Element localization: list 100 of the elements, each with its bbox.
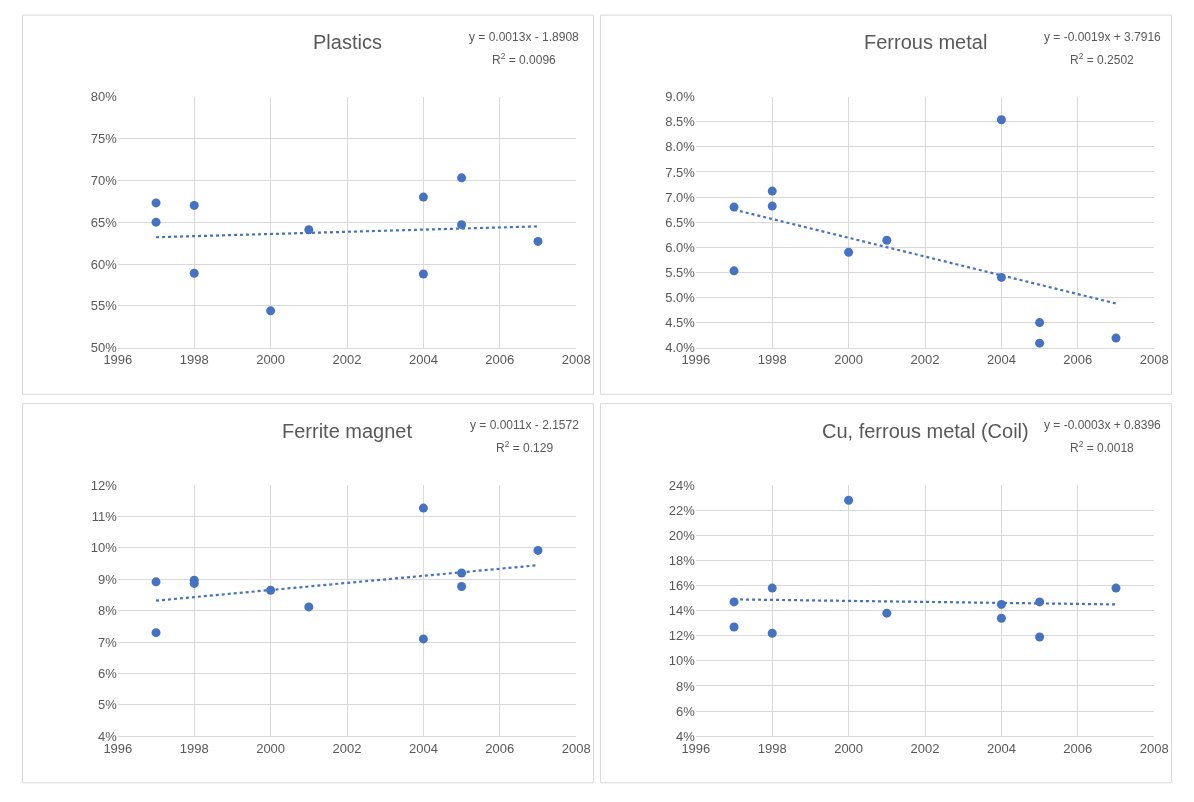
y-tick-label: 7.0% bbox=[665, 189, 696, 205]
x-tick-label: 2008 bbox=[1139, 352, 1169, 368]
point bbox=[767, 583, 777, 593]
point bbox=[151, 217, 161, 227]
x-tick-label: 2000 bbox=[256, 352, 286, 368]
x-tick-label: 2000 bbox=[256, 740, 286, 756]
point bbox=[418, 269, 428, 279]
point bbox=[457, 173, 467, 183]
y-tick-label: 12% bbox=[668, 628, 696, 644]
chart-title: Ferrite magnet bbox=[282, 420, 413, 442]
chart-title: Plastics bbox=[313, 31, 382, 53]
point bbox=[304, 602, 314, 612]
point bbox=[767, 186, 777, 196]
text: R$^{2}$ = 0.129 bbox=[496, 439, 554, 456]
x-tick-label: 2004 bbox=[408, 740, 438, 756]
x-tick-label: 2008 bbox=[1139, 740, 1169, 756]
x-tick-label: 1998 bbox=[757, 352, 787, 368]
y-tick-label: 60% bbox=[90, 256, 118, 272]
y-tick-label: 6.0% bbox=[665, 239, 696, 255]
point bbox=[882, 235, 892, 245]
point bbox=[533, 236, 543, 246]
x-tick-label: 1998 bbox=[179, 740, 209, 756]
x-tick-label: 2000 bbox=[834, 740, 864, 756]
y-tick-label: 6% bbox=[676, 703, 696, 719]
chart-title: Ferrous metal bbox=[864, 31, 988, 53]
text: y = 0.0013x - 1.8908 bbox=[469, 30, 580, 44]
point bbox=[418, 503, 428, 513]
x-tick-label: 2006 bbox=[1063, 740, 1093, 756]
point bbox=[304, 225, 314, 235]
x-tick-label: 2004 bbox=[408, 352, 438, 368]
point bbox=[767, 201, 777, 211]
point bbox=[457, 582, 467, 592]
text: R$^{2}$ = 0.0018 bbox=[1070, 439, 1135, 456]
x-tick-label: 2006 bbox=[485, 352, 515, 368]
y-tick-label: 65% bbox=[90, 214, 118, 230]
y-tick-label: 18% bbox=[668, 553, 696, 569]
x-tick-label: 1998 bbox=[757, 740, 787, 756]
x-tick-label: 2000 bbox=[834, 352, 864, 368]
y-tick-label: 8% bbox=[676, 678, 696, 694]
y-tick-label: 8.5% bbox=[665, 114, 696, 130]
y-tick-label: 24% bbox=[668, 477, 696, 493]
point bbox=[189, 200, 199, 210]
point bbox=[1111, 333, 1121, 343]
point bbox=[1035, 338, 1045, 348]
point bbox=[266, 585, 276, 595]
text: R$^{2}$ = 0.2502 bbox=[1070, 51, 1135, 68]
x-tick-label: 1998 bbox=[179, 352, 209, 368]
y-tick-label: 5% bbox=[98, 697, 118, 713]
point bbox=[729, 622, 739, 632]
y-tick-label: 10% bbox=[668, 653, 696, 669]
text: y = 0.0011x - 2.1572 bbox=[470, 418, 580, 432]
chart-title: Cu, ferrous metal (Coil) bbox=[822, 420, 1029, 442]
y-tick-label: 7.5% bbox=[665, 164, 696, 180]
y-tick-label: 6% bbox=[98, 665, 118, 681]
y-tick-label: 8% bbox=[98, 603, 118, 619]
text: y = -0.0003x + 0.8396 bbox=[1044, 418, 1162, 432]
y-tick-label: 12% bbox=[90, 477, 118, 493]
y-tick-label: 55% bbox=[90, 298, 118, 314]
point bbox=[767, 628, 777, 638]
x-tick-label: 2008 bbox=[561, 740, 591, 756]
point bbox=[533, 545, 543, 555]
y-tick-label: 9.0% bbox=[665, 89, 696, 105]
point bbox=[844, 495, 854, 505]
y-tick-label: 80% bbox=[90, 89, 118, 105]
point bbox=[1035, 632, 1045, 642]
x-tick-label: 2002 bbox=[332, 352, 362, 368]
x-tick-label: 2004 bbox=[986, 352, 1016, 368]
point bbox=[729, 266, 739, 276]
y-tick-label: 8.0% bbox=[665, 139, 696, 155]
x-tick-label: 2002 bbox=[332, 740, 362, 756]
x-tick-label: 2002 bbox=[910, 740, 940, 756]
x-tick-label: 2004 bbox=[986, 740, 1016, 756]
y-tick-label: 6.5% bbox=[665, 214, 696, 230]
y-tick-label: 11% bbox=[91, 509, 118, 525]
text: y = -0.0019x + 3.7916 bbox=[1044, 30, 1162, 44]
point bbox=[418, 634, 428, 644]
point bbox=[844, 247, 854, 257]
y-tick-label: 5.0% bbox=[665, 290, 696, 306]
y-tick-label: 7% bbox=[98, 634, 118, 650]
point bbox=[418, 192, 428, 202]
point bbox=[1111, 583, 1121, 593]
y-tick-label: 75% bbox=[90, 131, 118, 147]
x-tick-label: 2002 bbox=[910, 352, 940, 368]
y-tick-label: 70% bbox=[90, 172, 118, 188]
point bbox=[996, 613, 1006, 623]
point bbox=[189, 268, 199, 278]
point bbox=[151, 198, 161, 208]
text: R$^{2}$ = 0.0096 bbox=[492, 51, 557, 68]
point bbox=[996, 115, 1006, 125]
point bbox=[266, 306, 276, 316]
y-tick-label: 9% bbox=[98, 571, 118, 587]
y-tick-label: 14% bbox=[668, 603, 696, 619]
y-tick-label: 4.5% bbox=[665, 315, 696, 331]
x-tick-label: 2006 bbox=[485, 740, 515, 756]
point bbox=[1035, 318, 1045, 328]
y-tick-label: 22% bbox=[668, 502, 696, 518]
y-tick-label: 16% bbox=[668, 578, 696, 594]
y-tick-label: 20% bbox=[668, 527, 696, 543]
point bbox=[151, 628, 161, 638]
x-tick-label: 2006 bbox=[1063, 352, 1093, 368]
